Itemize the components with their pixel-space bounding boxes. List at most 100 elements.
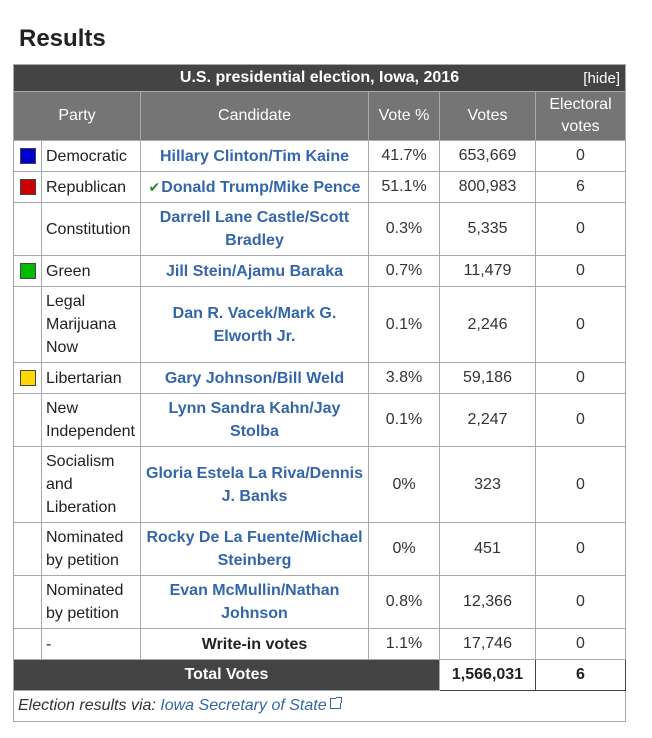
party-name: Nominated by petition [41,522,141,576]
electoral-votes: 0 [535,362,626,394]
candidate-link[interactable]: Lynn Sandra Kahn [168,400,310,417]
party-color-cell [13,446,42,523]
party-name: Socialism and Liberation [41,446,141,523]
candidate-separator: / [268,147,273,165]
vote-count: 5,335 [439,202,536,256]
table-row: Libertarian Gary Johnson/Bill Weld 3.8% 59,… [13,362,626,394]
results-table-container: U.S. presidential election, Iowa, 2016 [… [13,64,626,722]
running-mate-link[interactable]: Bill Weld [276,369,345,387]
candidate-cell: Gloria Estela La Riva/Dennis J. Banks [140,446,369,523]
table-row: Nominated by petition Rocky De La Fuente/… [13,522,626,576]
caption-row: U.S. presidential election, Iowa, 2016 [… [13,64,626,92]
candidate-link[interactable]: Jill Stein [166,262,232,280]
party-color-cell [13,362,42,394]
electoral-votes: 0 [535,575,626,629]
party-color-swatch [19,179,36,195]
party-color-cell [13,202,42,256]
candidate-link[interactable]: Rocky De La Fuente [146,529,300,546]
running-mate-link[interactable]: Michael Steinberg [217,529,363,569]
table-row: - Write-in votes 1.1% 17,746 0 [13,628,626,660]
source-link-text: Iowa Secretary of State [160,697,327,714]
running-mate-link[interactable]: Scott Bradley [225,209,350,249]
vote-count: 653,669 [439,140,536,172]
party-name: - [41,628,141,660]
vote-count: 12,366 [439,575,536,629]
candidate-cell: ✔Donald Trump/Mike Pence [140,171,369,203]
candidate-separator: / [309,400,314,417]
candidate-link[interactable]: Evan McMullin [169,582,281,599]
electoral-votes: 0 [535,446,626,523]
electoral-votes: 0 [535,140,626,172]
candidate-separator: / [273,304,278,322]
vote-count: 17,746 [439,628,536,660]
total-row: Total Votes 1,566,031 6 [13,659,626,691]
table-row: New Independent Lynn Sandra Kahn/Jay Stol… [13,393,626,447]
vote-count: 451 [439,522,536,576]
vote-percent: 0.1% [368,393,440,447]
winner-check-icon: ✔ [148,178,161,195]
party-color-cell [13,393,42,447]
vote-count: 2,247 [439,393,536,447]
source-note: Election results via: Iowa Secretary of … [13,690,626,722]
vote-percent: 51.1% [368,171,440,203]
candidate-link[interactable]: Dan R. Vacek [172,304,274,322]
candidate-cell: Gary Johnson/Bill Weld [140,362,369,394]
vote-percent: 0.8% [368,575,440,629]
running-mate-link[interactable]: Mark G. Elworth Jr. [213,304,337,345]
header-row: Party Candidate Vote % Votes Electoral v… [13,91,626,141]
candidate-link[interactable]: Gary Johnson [164,369,273,387]
vote-percent: 0% [368,446,440,523]
section-heading: Results [19,25,106,52]
results-table: U.S. presidential election, Iowa, 2016 [… [13,64,626,722]
candidate-name: Write-in votes [201,635,308,653]
vote-count: 323 [439,446,536,523]
col-header-candidate: Candidate [140,91,369,141]
candidate-cell: Dan R. Vacek/Mark G. Elworth Jr. [140,286,369,363]
running-mate-link[interactable]: Mike Pence [273,178,361,196]
hide-toggle-link[interactable]: [hide] [583,70,620,87]
candidate-link[interactable]: Darrell Lane Castle [159,209,305,226]
candidate-cell: Rocky De La Fuente/Michael Steinberg [140,522,369,576]
vote-count: 11,479 [439,255,536,287]
candidate-separator: / [268,178,274,196]
source-prefix: Election results via: [18,697,161,714]
vote-percent: 1.1% [368,628,440,660]
col-header-vote-pct: Vote % [368,91,440,141]
candidate-link[interactable]: Donald Trump [161,178,269,196]
candidate-cell: Darrell Lane Castle/Scott Bradley [140,202,369,256]
party-color-cell [13,286,42,363]
running-mate-link[interactable]: Tim Kaine [272,147,350,165]
party-name: Libertarian [41,362,141,394]
total-label: Total Votes [13,659,440,691]
candidate-link[interactable]: Hillary Clinton [159,147,269,165]
party-color-swatch [19,370,36,386]
candidate-separator: / [299,529,304,546]
table-row: Socialism and Liberation Gloria Estela La… [13,446,626,523]
electoral-votes: 0 [535,393,626,447]
party-color-swatch [19,263,36,279]
table-row: Republican ✔Donald Trump/Mike Pence 51.1% 8… [13,171,626,203]
running-mate-link[interactable]: Dennis J. Banks [221,464,363,505]
vote-percent: 0.3% [368,202,440,256]
electoral-votes: 0 [535,202,626,256]
vote-count: 800,983 [439,171,536,203]
candidate-cell: Lynn Sandra Kahn/Jay Stolba [140,393,369,447]
party-name: Constitution [41,202,141,256]
running-mate-link[interactable]: Ajamu Baraka [236,262,343,280]
running-mate-link[interactable]: Nathan Johnson [221,582,340,622]
vote-percent: 0.1% [368,286,440,363]
vote-percent: 0.7% [368,255,440,287]
electoral-votes: 0 [535,255,626,287]
electoral-votes: 0 [535,522,626,576]
party-name: Republican [41,171,141,203]
electoral-votes: 0 [535,628,626,660]
party-name: Green [41,255,141,287]
caption-cell: U.S. presidential election, Iowa, 2016 [… [13,64,626,92]
candidate-separator: / [304,209,310,226]
source-link[interactable]: Iowa Secretary of State [160,697,342,714]
vote-count: 59,186 [439,362,536,394]
party-color-swatch [19,148,36,164]
running-mate-link[interactable]: Jay Stolba [230,400,341,440]
candidate-link[interactable]: Gloria Estela La Riva [146,464,306,482]
party-color-cell [13,628,42,660]
